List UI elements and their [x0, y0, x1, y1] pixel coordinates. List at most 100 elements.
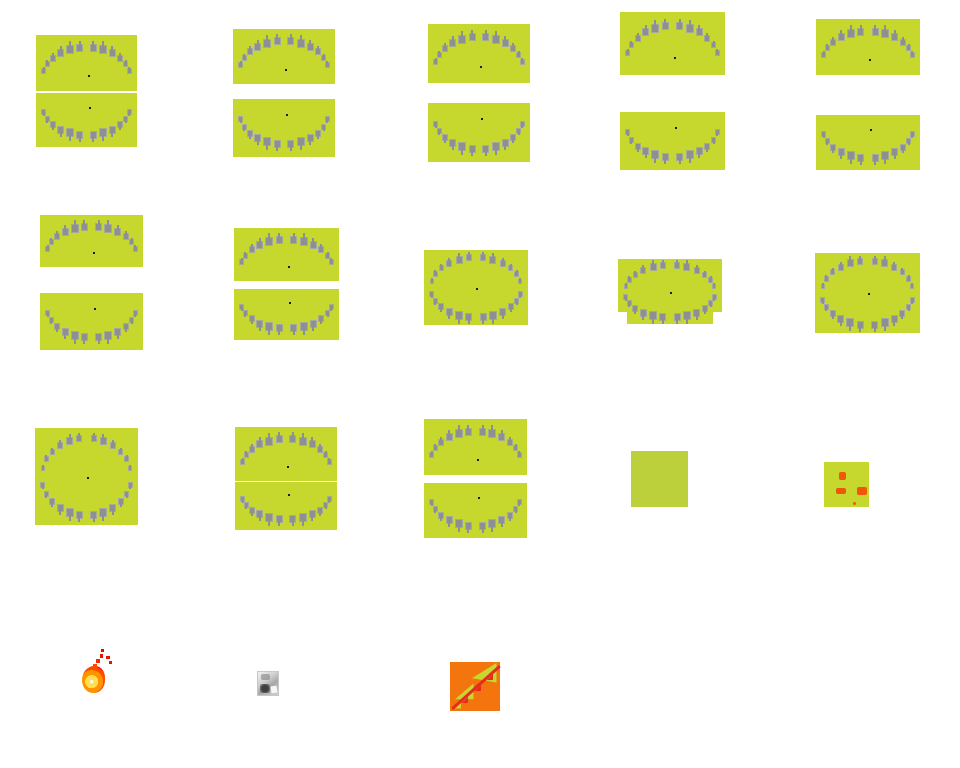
mark-head — [499, 517, 504, 523]
mark-head — [100, 129, 106, 136]
mark-head — [459, 143, 465, 150]
center-dot — [478, 497, 480, 499]
mark-stem — [686, 260, 688, 264]
mark-head — [275, 141, 280, 147]
mark-stem — [642, 265, 644, 268]
mark-stem — [69, 41, 71, 46]
mark-head — [858, 155, 863, 161]
mark-stem — [893, 262, 895, 265]
mark-head — [508, 440, 512, 445]
mark-head — [257, 441, 262, 447]
paint-spot — [836, 488, 846, 494]
mark-stem — [300, 145, 302, 150]
mark-stem — [884, 256, 886, 260]
mark-stem — [840, 322, 842, 326]
mark-head — [712, 138, 715, 142]
mark-head — [882, 152, 888, 159]
mark-head — [58, 443, 62, 448]
mark-stem — [832, 316, 834, 319]
mark-stem — [78, 518, 80, 522]
mark-head — [450, 40, 455, 46]
mark-stem — [440, 309, 442, 312]
mark-head — [110, 505, 115, 511]
mark-stem — [471, 152, 473, 156]
mark-stem — [83, 340, 85, 344]
mark-stem — [704, 271, 706, 273]
mark-head — [308, 135, 313, 141]
diag-red-line — [451, 664, 501, 711]
mark-head — [45, 492, 48, 496]
mark-stem — [93, 518, 95, 522]
mark-stem — [645, 25, 647, 29]
mark-head — [501, 261, 505, 266]
mark-head — [67, 509, 73, 516]
mark-head — [250, 508, 254, 513]
mark-head — [500, 309, 505, 315]
center-dot — [89, 107, 91, 109]
mark-stem — [893, 322, 895, 326]
mark-head — [716, 130, 719, 134]
mark-head — [901, 270, 904, 274]
mark-head — [250, 447, 254, 452]
mark-stem — [117, 335, 119, 339]
mark-head — [115, 329, 120, 335]
sprite-arch-lower-4 — [620, 112, 725, 170]
mark-stem — [645, 154, 647, 158]
mark-stem — [689, 158, 691, 163]
mark-head — [643, 148, 648, 154]
mark-head — [91, 45, 96, 51]
mark-head — [266, 514, 272, 521]
mark-stem — [698, 154, 700, 158]
mark-head — [677, 23, 682, 29]
center-dot — [675, 127, 677, 129]
mark-head — [634, 273, 637, 277]
mark-head — [483, 34, 488, 40]
mark-head — [100, 509, 106, 516]
mark-head — [457, 257, 462, 263]
mark-head — [626, 51, 629, 55]
mark-stem — [259, 437, 261, 441]
mark-stem — [323, 129, 325, 131]
mark-stem — [850, 25, 852, 30]
mark-stem — [119, 127, 121, 130]
mark-stem — [823, 51, 825, 53]
mark-head — [124, 324, 128, 329]
mark-stem — [98, 220, 100, 224]
mark-head — [466, 523, 471, 529]
mark-stem — [125, 121, 127, 123]
sprite-arch-upper-5 — [816, 19, 920, 75]
mark-stem — [292, 522, 294, 526]
mark-head — [42, 467, 44, 470]
sprite-arch-ring-4 — [35, 428, 138, 525]
mark-head — [250, 316, 254, 321]
mark-stem — [676, 260, 678, 263]
mark-head — [264, 138, 270, 145]
mark-stem — [242, 501, 244, 503]
paint-spot — [839, 472, 846, 480]
mark-head — [240, 260, 243, 264]
mark-stem — [128, 67, 130, 69]
mark-head — [101, 438, 106, 444]
mark-head — [831, 311, 835, 316]
mark-head — [330, 260, 333, 264]
mark-stem — [268, 233, 270, 238]
mark-head — [651, 264, 656, 270]
mark-head — [515, 299, 518, 303]
diag-red-arrow — [487, 674, 493, 680]
mark-stem — [327, 315, 329, 317]
mark-stem — [59, 511, 61, 515]
mark-head — [438, 129, 441, 133]
mark-stem — [326, 61, 328, 63]
mark-head — [838, 316, 843, 322]
mark-head — [257, 511, 262, 517]
mark-head — [134, 247, 137, 251]
mark-head — [125, 492, 128, 496]
mark-stem — [822, 302, 824, 304]
mark-head — [77, 512, 82, 518]
sprite-spot-tile — [824, 462, 869, 507]
mark-stem — [268, 521, 270, 526]
mark-head — [82, 224, 87, 230]
mark-stem — [435, 126, 437, 128]
mark-stem — [884, 159, 886, 164]
flame-spark — [100, 654, 103, 658]
